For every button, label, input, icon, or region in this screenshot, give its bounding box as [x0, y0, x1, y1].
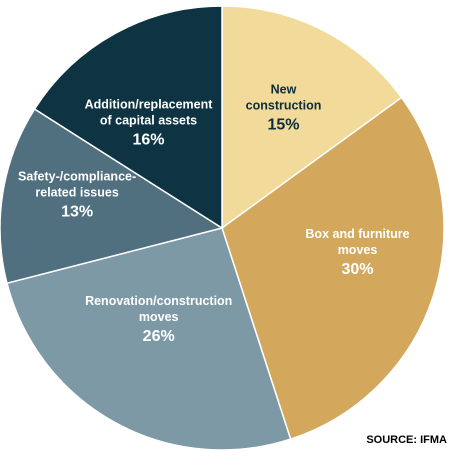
slice-percent-label: 15%: [267, 116, 299, 133]
slice-percent-label: 30%: [341, 261, 373, 278]
slice-label-group-1: New construction 15%: [246, 82, 322, 133]
pie-slice-3: [6, 227, 292, 451]
slice-label-line: of capital assets: [100, 113, 197, 127]
slice-label-group-2: Box and furniture moves 30%: [305, 227, 409, 278]
slice-label-line: New: [271, 82, 297, 96]
slice-label-line: Addition/replacement: [85, 97, 214, 111]
source-note: SOURCE: IFMA: [366, 434, 447, 446]
pie-slices: [0, 5, 445, 451]
slice-label-line: Box and furniture: [305, 227, 409, 241]
pie-slice-2: [221, 96, 445, 441]
slice-label-line: Renovation/construction: [85, 294, 232, 308]
slice-label-line: moves: [338, 243, 378, 257]
slice-label-line: related issues: [35, 186, 118, 200]
pie-slice-4: [0, 108, 224, 285]
slice-percent-label: 13%: [61, 204, 93, 221]
slice-percent-label: 16%: [132, 131, 164, 148]
pie-labels: New construction 15% Box and furniture moves…: [18, 82, 410, 345]
slice-label-group-4: Safety-/compliance-related issues 13%: [18, 170, 136, 221]
slice-label-line: Safety-/compliance-: [18, 170, 136, 184]
pie-slice-1: [221, 5, 403, 230]
slice-label-group-3: Renovation/construction moves 26%: [85, 294, 232, 345]
slice-label-group-5: Addition/replacement of capital assets 16%: [85, 97, 214, 148]
pie-slice-5: [33, 5, 223, 230]
slice-label-line: construction: [246, 98, 322, 112]
slice-percent-label: 26%: [143, 328, 175, 345]
slice-label-line: moves: [139, 310, 179, 324]
